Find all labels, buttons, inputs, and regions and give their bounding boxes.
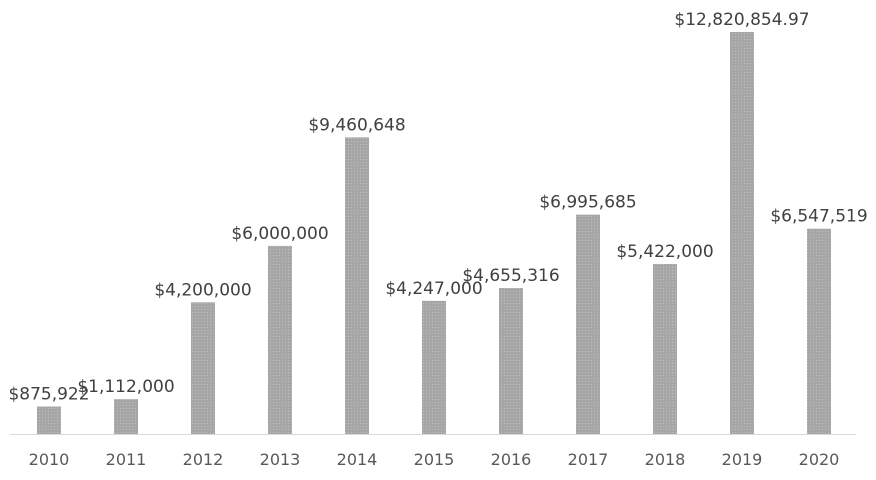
data-label-2010: $875,922 [8,385,89,405]
data-label-2013: $6,000,000 [231,224,328,244]
bar-2019 [730,32,754,434]
x-tick-label-2010: 2010 [29,450,70,469]
bars [37,32,831,434]
data-labels: $875,922$1,112,000 $4,200,000 $6,000,000 $9… [8,10,867,405]
x-tick-label-2012: 2012 [183,450,224,469]
x-tick-label-2017: 2017 [568,450,609,469]
bar-2011 [114,399,138,434]
data-label-2015: $4,247,000 [385,279,482,299]
data-label-2019: $12,820,854.97 [674,10,809,30]
data-label-2017: $6,995,685 [539,193,636,213]
x-tick-label-2011: 2011 [106,450,147,469]
bar-2014 [345,137,369,434]
bar-2012 [191,302,215,434]
bar-2010 [37,406,61,434]
bar-2017 [576,214,600,434]
data-label-2020: $6,547,519 [770,207,867,227]
x-tick-label-2015: 2015 [414,450,455,469]
data-label-2011: $1,112,000 [77,377,174,397]
x-tick-label-2014: 2014 [337,450,378,469]
x-tick-label-2013: 2013 [260,450,301,469]
x-axis-tick-labels: 2010 2011 2012 2013 2014 2015 2016 2017 2018 2019… [29,450,840,469]
bar-2020 [807,228,831,434]
data-label-2014: $9,460,648 [308,115,405,135]
x-tick-label-2020: 2020 [799,450,840,469]
bar-2013 [268,245,292,434]
bar-2015 [422,300,446,434]
data-label-2012: $4,200,000 [154,280,251,300]
x-tick-label-2018: 2018 [645,450,686,469]
x-tick-label-2016: 2016 [491,450,532,469]
data-label-2016: $4,655,316 [462,266,559,286]
x-tick-label-2019: 2019 [722,450,763,469]
data-label-2018: $5,422,000 [616,242,713,262]
bar-2016 [499,288,523,434]
bar-2018 [653,263,677,434]
